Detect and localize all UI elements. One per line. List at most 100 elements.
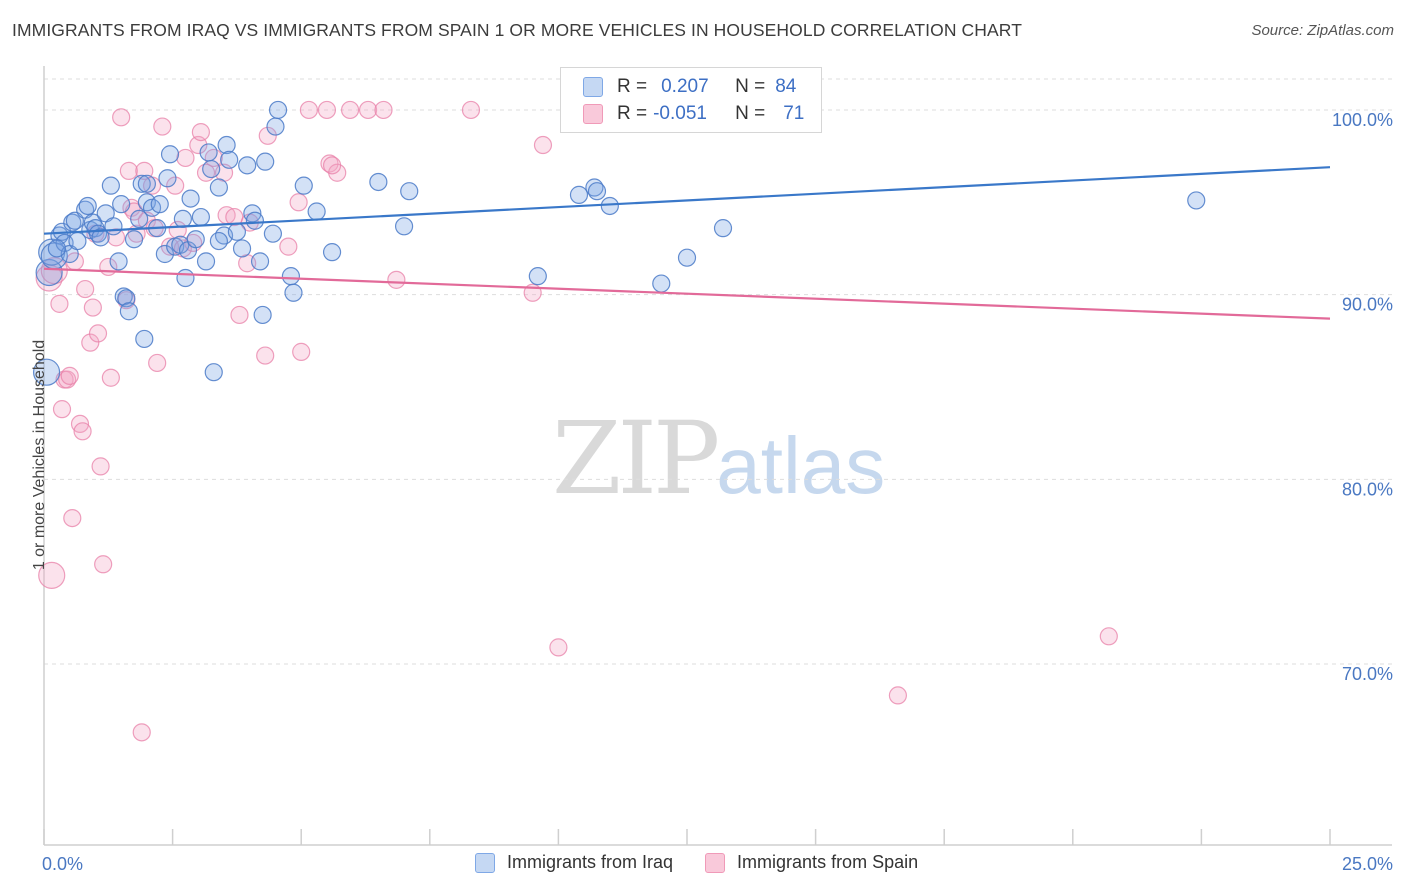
iraq-point — [160, 145, 180, 164]
axes — [43, 66, 1392, 846]
spain-point — [76, 279, 95, 299]
spain-point — [1099, 627, 1118, 646]
iraq-point — [1187, 191, 1206, 210]
spain-point — [258, 126, 277, 145]
iraq-point — [109, 252, 128, 271]
iraq-point — [132, 174, 151, 193]
iraq-point — [158, 169, 177, 188]
watermark: ZIPatlas — [552, 400, 885, 517]
iraq-point — [284, 283, 303, 302]
iraq-point — [220, 150, 239, 169]
y-tick-label: 70.0% — [1342, 664, 1393, 684]
y-tick-label: 100.0% — [1332, 110, 1393, 130]
x-tick-label: 0.0% — [42, 854, 83, 874]
spain-point — [81, 333, 100, 352]
spain-point — [70, 414, 90, 434]
iraq-point — [119, 302, 138, 321]
y-tick-label: 80.0% — [1342, 479, 1393, 499]
spain-point — [461, 100, 481, 120]
iraq-point — [135, 329, 154, 349]
spain-point — [320, 154, 339, 173]
tick-labels: 70.0% 80.0% 90.0% 100.0% 0.0% 25.0% — [42, 110, 1393, 874]
legend-n-value: 71 — [783, 103, 805, 124]
chart-title: IMMIGRANTS FROM IRAQ VS IMMIGRANTS FROM … — [12, 20, 1023, 40]
correlation-legend: R = 0.207 N = 84 R = -0.051 N = 71 — [560, 67, 822, 133]
spain-point — [52, 400, 72, 419]
iraq-point — [91, 228, 110, 247]
iraq-point — [256, 152, 275, 171]
iraq-point — [713, 219, 733, 238]
iraq-point — [181, 189, 200, 208]
iraq-point — [209, 178, 228, 197]
spain-point — [88, 324, 108, 343]
iraq-point — [569, 185, 589, 204]
iraq-point — [137, 174, 156, 193]
spain-point — [91, 457, 110, 476]
iraq-point — [266, 117, 285, 136]
iraq-point — [652, 274, 671, 293]
iraq-point — [130, 209, 149, 229]
iraq-point — [245, 211, 265, 230]
watermark-atlas: atlas — [716, 421, 886, 510]
legend-label-iraq: Immigrants from Iraq — [507, 852, 674, 872]
spain-point — [153, 117, 172, 136]
iraq-point — [307, 202, 326, 221]
iraq-point — [173, 209, 192, 229]
iraq-point — [186, 230, 205, 249]
spain-point — [38, 561, 66, 589]
spain-point — [94, 555, 113, 574]
iraq-point — [677, 248, 697, 267]
spain-point — [166, 176, 185, 195]
spain-point — [119, 161, 138, 180]
iraq-point — [124, 230, 144, 249]
spain-point — [358, 100, 378, 120]
legend-r-value: 0.207 — [661, 76, 709, 97]
spain-point — [256, 346, 275, 365]
iraq-point — [112, 195, 131, 214]
spain-point — [50, 294, 69, 313]
series-iraq-points — [32, 100, 1206, 386]
legend-swatch-spain — [705, 852, 726, 873]
spain-point — [549, 638, 568, 657]
iraq-point — [227, 222, 246, 241]
iraq-point — [176, 268, 195, 288]
iraq-point — [196, 252, 216, 271]
legend-row-spain: R = -0.051 N = 71 — [583, 102, 804, 126]
legend-r-label: R = — [617, 103, 648, 124]
spain-point — [73, 422, 92, 441]
spain-point — [340, 100, 360, 120]
legend-item-spain[interactable]: Immigrants from Spain — [705, 852, 918, 873]
iraq-point — [587, 182, 607, 201]
spain-point — [204, 148, 223, 168]
spain-point — [299, 100, 319, 120]
spain-point — [317, 100, 337, 120]
iraq-point — [155, 244, 174, 264]
iraq-point — [232, 239, 252, 258]
legend-label-spain: Immigrants from Spain — [737, 852, 919, 872]
legend-swatch-spain — [583, 104, 603, 124]
iraq-point — [209, 231, 228, 251]
iraq-point — [204, 363, 223, 382]
iraq-point — [263, 224, 283, 243]
iraq-point — [199, 143, 218, 162]
iraq-point — [294, 176, 313, 195]
trend-lines — [43, 166, 1331, 320]
spain-point — [279, 237, 298, 256]
iraq-point — [202, 159, 221, 179]
iraq-point — [600, 196, 619, 216]
spain-point — [289, 193, 308, 212]
iraq-point — [322, 243, 342, 262]
legend-swatch-iraq — [475, 852, 495, 873]
iraq-point — [281, 267, 301, 286]
legend-item-iraq[interactable]: Immigrants from Iraq — [475, 852, 673, 873]
spain-point — [101, 368, 120, 387]
iraq-point — [32, 358, 61, 386]
iraq-point — [268, 100, 288, 120]
iraq-point — [250, 252, 270, 271]
spain-point — [176, 148, 195, 168]
iraq-point — [65, 211, 84, 230]
spain-point — [83, 298, 102, 317]
spain-point — [230, 305, 249, 325]
legend-n-label: N = — [735, 103, 766, 124]
legend-r-label: R = — [617, 76, 648, 97]
